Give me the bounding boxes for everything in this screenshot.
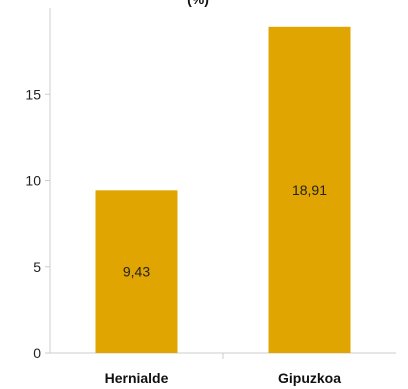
y-tick-label: 15	[25, 86, 41, 102]
bar-value-label: 9,43	[123, 264, 150, 280]
bar	[95, 190, 178, 353]
y-axis-ticks: 0 5 10 15	[25, 86, 50, 361]
bars	[95, 26, 351, 354]
x-category-label: Gipuzkoa	[278, 370, 341, 386]
chart-title: (%)	[187, 0, 209, 7]
y-tick-label: 10	[25, 173, 41, 189]
x-axis-labels: Hernialde Gipuzkoa	[105, 370, 342, 386]
bar-value-label: 18,91	[292, 182, 327, 198]
y-tick-label: 0	[33, 345, 41, 361]
bar	[268, 26, 351, 354]
data-labels: 9,43 18,91	[123, 182, 327, 280]
y-tick-label: 5	[33, 259, 41, 275]
x-category-label: Hernialde	[105, 370, 169, 386]
